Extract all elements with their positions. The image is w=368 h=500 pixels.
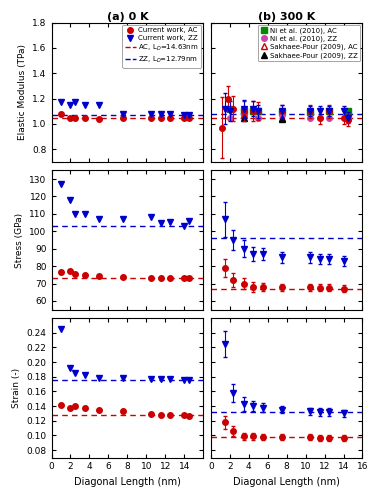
X-axis label: Diagonal Length (nm): Diagonal Length (nm) [74,477,181,487]
Y-axis label: Elastic Modulus (TPa): Elastic Modulus (TPa) [18,44,27,140]
Title: (b) 300 K: (b) 300 K [258,12,315,22]
Legend: Ni et al. (2010), AC, Ni et al. (2010), ZZ, Sakhaee-Pour (2009), AC, Sakhaee-Pou: Ni et al. (2010), AC, Ni et al. (2010), … [258,24,360,62]
X-axis label: Diagonal Length (nm): Diagonal Length (nm) [233,477,340,487]
Y-axis label: Strain (-): Strain (-) [12,368,21,408]
Title: (a) 0 K: (a) 0 K [107,12,148,22]
Legend: Current work, AC, Current work, ZZ, AC, L$_D$=14.63nm, ZZ, L$_D$=12.79nm: Current work, AC, Current work, ZZ, AC, … [123,24,201,68]
Y-axis label: Stress (GPa): Stress (GPa) [15,212,24,268]
